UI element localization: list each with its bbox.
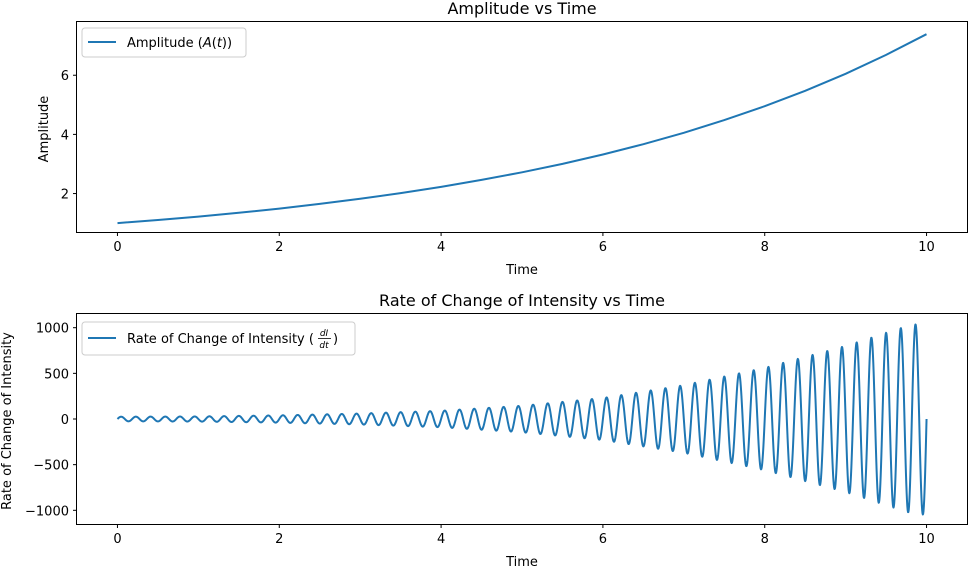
x-tick-label: 8 bbox=[761, 532, 769, 547]
intensity-rate-plot-frame bbox=[76, 313, 968, 525]
x-tick-label: 10 bbox=[918, 532, 935, 547]
x-tick-label: 0 bbox=[113, 532, 121, 547]
amplitude-x-axis-label: Time bbox=[505, 263, 538, 278]
y-tick-label: 6 bbox=[61, 69, 69, 84]
amplitude-y-axis-label: Amplitude bbox=[37, 96, 52, 163]
dI-dt-fraction: dI dt bbox=[318, 329, 331, 351]
x-tick-label: 4 bbox=[437, 240, 445, 255]
x-tick-label: 8 bbox=[761, 240, 769, 255]
intensity-rate-chart-title: Rate of Change of Intensity vs Time bbox=[379, 291, 665, 310]
y-tick-label: −1000 bbox=[25, 504, 69, 519]
intensity-rate-legend: Rate of Change of Intensity ( dI dt ) bbox=[81, 321, 356, 356]
intensity-rate-ticks: 0 2 4 6 8 10 −1000 −500 0 500 1000 bbox=[25, 322, 935, 547]
amplitude-legend-box bbox=[81, 27, 247, 58]
x-tick-label: 2 bbox=[275, 532, 283, 547]
x-tick-label: 10 bbox=[918, 240, 935, 255]
amplitude-ticks: 0 2 4 6 8 10 2 4 6 bbox=[61, 69, 935, 255]
x-tick-label: 0 bbox=[113, 240, 121, 255]
svg-text:dI: dI bbox=[320, 329, 329, 339]
y-tick-label: 1000 bbox=[36, 322, 69, 337]
intensity-rate-series-line bbox=[116, 323, 928, 516]
amplitude-legend-label: Amplitude (A(t)) bbox=[127, 36, 232, 51]
intensity-rate-legend-box bbox=[81, 321, 356, 356]
amplitude-legend: Amplitude (A(t)) bbox=[81, 27, 247, 58]
intensity-rate-y-axis-label: Rate of Change of Intensity bbox=[0, 332, 15, 510]
x-tick-label: 6 bbox=[599, 240, 607, 255]
intensity-rate-legend-label: Rate of Change of Intensity ( bbox=[127, 332, 314, 347]
intensity-rate-legend-close: ) bbox=[333, 332, 338, 347]
y-tick-label: 500 bbox=[44, 367, 69, 382]
amplitude-plot-frame bbox=[76, 21, 968, 233]
x-tick-label: 4 bbox=[437, 532, 445, 547]
y-tick-label: 0 bbox=[61, 413, 69, 428]
y-tick-label: 2 bbox=[61, 188, 69, 203]
x-tick-label: 6 bbox=[599, 532, 607, 547]
amplitude-series-line bbox=[117, 33, 927, 225]
amplitude-subplot: Amplitude vs Time Time Amplitude 0 2 4 6 8 10… bbox=[37, 0, 968, 278]
y-tick-label: 4 bbox=[61, 128, 69, 143]
amplitude-chart-title: Amplitude vs Time bbox=[447, 0, 596, 18]
x-tick-label: 2 bbox=[275, 240, 283, 255]
y-tick-label: −500 bbox=[33, 459, 69, 474]
intensity-rate-subplot: Rate of Change of Intensity vs Time Time… bbox=[0, 291, 968, 569]
intensity-rate-x-axis-label: Time bbox=[505, 555, 538, 569]
svg-text:dt: dt bbox=[319, 341, 329, 351]
